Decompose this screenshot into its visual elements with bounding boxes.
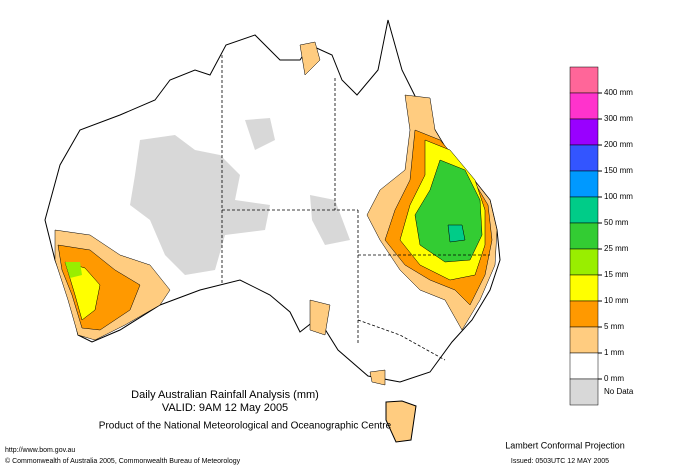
legend-label: No Data (604, 387, 634, 396)
copyright: © Commonwealth of Australia 2005, Common… (5, 457, 241, 465)
map (44, 19, 501, 443)
legend-swatch (569, 92, 599, 120)
legend-swatch (569, 352, 599, 380)
legend-swatch (569, 248, 599, 276)
legend-label: 25 mm (604, 244, 629, 253)
legend-swatch (569, 66, 599, 94)
legend-swatch (569, 118, 599, 146)
legend-swatch (569, 326, 599, 354)
legend-label: 50 mm (604, 218, 629, 227)
legend-label: 400 mm (604, 88, 633, 97)
legend-swatch (569, 378, 599, 406)
projection: Lambert Conformal Projection (505, 440, 625, 450)
map-title: Daily Australian Rainfall Analysis (mm) (131, 389, 319, 401)
legend-swatch (569, 300, 599, 328)
legend-swatch (569, 222, 599, 250)
legend-label: 0 mm (604, 374, 624, 383)
rain-50mm-east (447, 224, 466, 243)
legend-label: 100 mm (604, 192, 633, 201)
legend-label: 300 mm (604, 114, 633, 123)
tasmania (385, 400, 417, 443)
legend-swatch (569, 144, 599, 172)
rain-25mm-east (414, 159, 483, 263)
no-data-area (130, 118, 350, 275)
legend-swatch (569, 196, 599, 224)
legend-label: 15 mm (604, 270, 629, 279)
legend-label: 200 mm (604, 140, 633, 149)
legend: 400 mm 300 mm 200 mm 150 mm 100 mm 50 mm 25 mm… (569, 66, 634, 406)
state-borders (221, 55, 490, 361)
valid-time: VALID: 9AM 12 May 2005 (162, 402, 288, 414)
legend-swatch (569, 170, 599, 198)
legend-label: 5 mm (604, 322, 624, 331)
product-note: Product of the National Meteorological a… (99, 421, 392, 432)
legend-label: 10 mm (604, 296, 629, 305)
legend-label: 1 mm (604, 348, 624, 357)
legend-swatch (569, 274, 599, 302)
rain-15mm-sw (65, 262, 82, 278)
issued: Issued: 0503UTC 12 MAY 2005 (511, 458, 609, 465)
legend-label: 150 mm (604, 166, 633, 175)
url: http://www.bom.gov.au (5, 447, 75, 454)
